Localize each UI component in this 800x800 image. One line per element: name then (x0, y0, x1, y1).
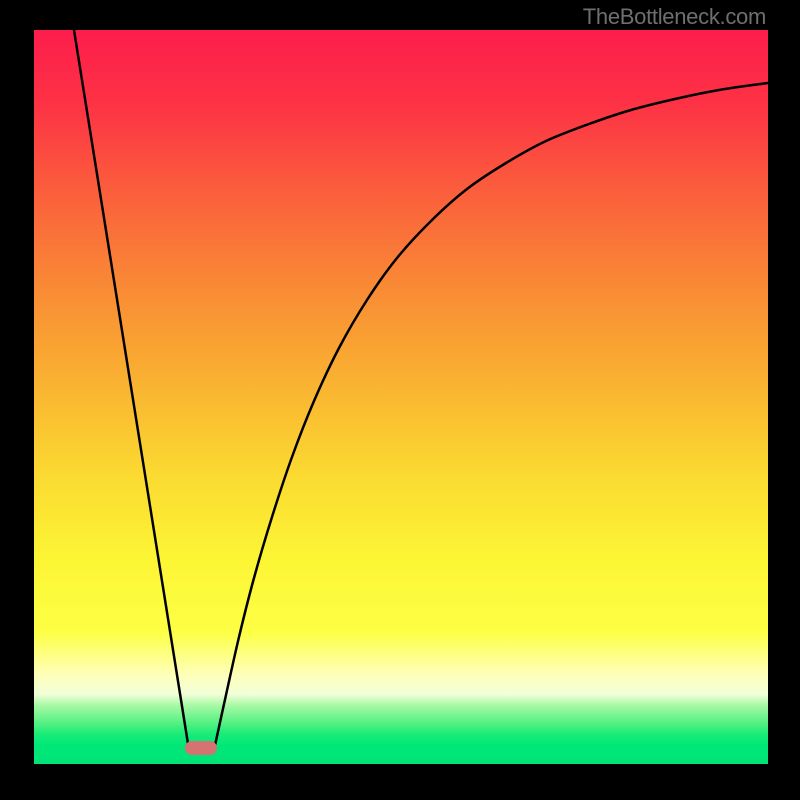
plot-area (34, 30, 768, 764)
watermark-text: TheBottleneck.com (583, 4, 766, 30)
curve-path (74, 30, 768, 750)
minimum-marker (185, 741, 217, 755)
curve-layer (34, 30, 768, 764)
chart-canvas: TheBottleneck.com (0, 0, 800, 800)
